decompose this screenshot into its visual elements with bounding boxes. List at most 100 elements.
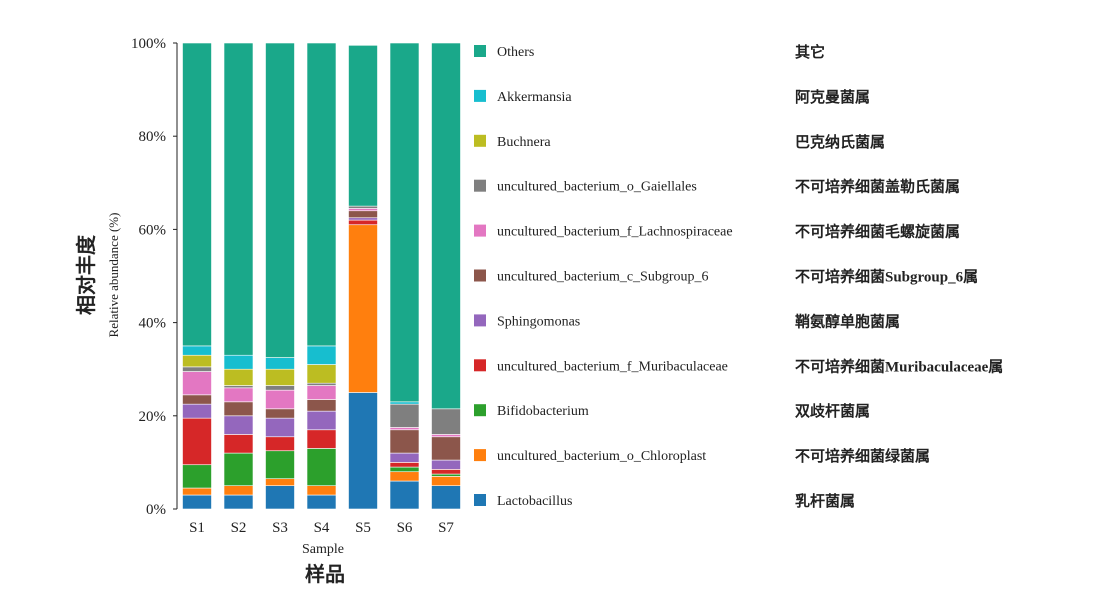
bar-segment	[265, 385, 295, 391]
x-tick-label: S5	[355, 520, 371, 536]
bar-segment	[348, 224, 378, 393]
legend-label-cn: 乳杆菌属	[795, 492, 855, 510]
bar-segment	[306, 399, 337, 412]
legend: Others 其它 Akkermansia 阿克曼菌属 Buchnera 巴克纳氏菌属 un…	[474, 43, 1003, 510]
x-axis-label-cn: 样品	[305, 562, 345, 586]
bar-segment	[223, 434, 254, 454]
legend-label: uncultured_bacterium_c_Subgroup_6	[497, 270, 709, 285]
legend-swatch	[474, 359, 486, 372]
bar-segment	[348, 210, 378, 219]
bar-segment	[389, 452, 420, 463]
bar-segment	[306, 485, 337, 496]
bar-segment	[265, 485, 295, 510]
legend-swatch	[474, 134, 486, 147]
legend-label: uncultured_bacterium_f_Muribaculaceae	[497, 359, 728, 374]
legend-label: Lactobacillus	[497, 494, 572, 509]
bar-segment	[348, 392, 378, 510]
legend-swatch	[474, 314, 486, 327]
bar-segment	[223, 385, 254, 389]
bar-segment	[389, 466, 420, 473]
bar-segment	[431, 473, 461, 477]
y-tick-label: 20%	[139, 409, 167, 425]
bar-segment	[431, 459, 461, 470]
y-tick-label: 40%	[139, 316, 167, 332]
legend-label-cn: 不可培养细菌Subgroup_6属	[795, 268, 978, 286]
bar-segment	[389, 427, 420, 431]
bar-segment	[306, 385, 337, 400]
x-tick-label: S6	[397, 520, 413, 536]
bar-segment	[223, 485, 254, 496]
legend-swatch	[474, 449, 486, 462]
x-axis: S1 S2 S3 S4 S5 S6 S7	[189, 520, 454, 536]
bar-segment	[348, 205, 378, 209]
legend-swatch	[474, 269, 486, 282]
bar-segment	[223, 415, 254, 435]
legend-label-cn: 鞘氨醇单胞菌属	[795, 312, 900, 330]
legend-label-cn: 巴克纳氏菌属	[795, 133, 885, 151]
bar-segment	[389, 403, 420, 428]
bar-segment	[265, 42, 295, 358]
bar-segment	[265, 450, 295, 480]
bar-segment	[431, 476, 461, 487]
bar-segment	[265, 478, 295, 486]
legend-swatch	[474, 224, 486, 237]
bar-segment	[431, 42, 461, 410]
bar-segment	[223, 387, 254, 403]
legend-swatch	[474, 494, 486, 506]
bar-segment	[348, 219, 378, 226]
x-tick-label: S7	[438, 520, 454, 536]
legend-label: uncultured_bacterium_o_Gaiellales	[497, 180, 697, 195]
legend-label-cn: 不可培养细菌绿菌属	[795, 447, 930, 465]
bar-segment	[182, 371, 212, 396]
bar-segment	[389, 471, 420, 482]
bar-segment	[265, 436, 295, 452]
y-axis-label: Relative abundance (%)	[106, 213, 121, 338]
bar-segment	[223, 354, 254, 370]
legend-label: uncultured_bacterium_o_Chloroplast	[497, 449, 706, 464]
bar-segment	[223, 401, 254, 417]
legend-label-cn: 阿克曼菌属	[795, 88, 870, 106]
legend-label-cn: 其它	[795, 43, 825, 61]
x-tick-label: S1	[189, 520, 205, 536]
bar-segment	[348, 208, 378, 212]
bar-segment	[348, 45, 378, 207]
bar-segment	[306, 448, 337, 487]
y-tick-label: 60%	[139, 222, 167, 238]
legend-swatch	[474, 45, 486, 57]
legend-swatch	[474, 89, 486, 102]
bar-segment	[306, 345, 337, 365]
bar-segment	[182, 42, 212, 347]
y-tick-label: 100%	[131, 36, 166, 52]
bar-segment	[431, 434, 461, 438]
legend-label-cn: 双歧杆菌属	[795, 402, 870, 420]
legend-label-cn: 不可培养细菌盖勒氏菌属	[795, 178, 960, 196]
bar-segment	[223, 494, 254, 510]
legend-label: uncultured_bacterium_f_Lachnospiraceae	[497, 225, 733, 240]
bar-segment	[389, 480, 420, 510]
bar-segment	[306, 494, 337, 510]
bar-segment	[306, 410, 337, 431]
bar-segment	[223, 368, 254, 386]
bar-segment	[182, 494, 212, 510]
bar-segment	[182, 345, 212, 356]
bar-segment	[265, 368, 295, 386]
legend-label: Others	[497, 45, 534, 60]
bar-segment	[265, 389, 295, 410]
x-tick-label: S2	[231, 520, 247, 536]
bar-segment	[223, 42, 254, 356]
bar-segment	[431, 436, 461, 461]
bar-segment	[389, 429, 420, 454]
legend-swatch	[474, 179, 486, 192]
bar-segment	[182, 394, 212, 405]
bar-segment	[389, 462, 420, 468]
bar-segment	[265, 417, 295, 438]
y-axis: 0% 20% 40% 60% 80% 100%	[131, 36, 178, 518]
x-axis-label: Sample	[302, 542, 344, 557]
bar-segment	[265, 357, 295, 370]
bar-segment	[389, 401, 420, 405]
y-tick-label: 0%	[146, 502, 166, 518]
legend-label: Buchnera	[497, 135, 551, 150]
x-tick-label: S3	[272, 520, 288, 536]
bar-segment	[348, 217, 378, 221]
